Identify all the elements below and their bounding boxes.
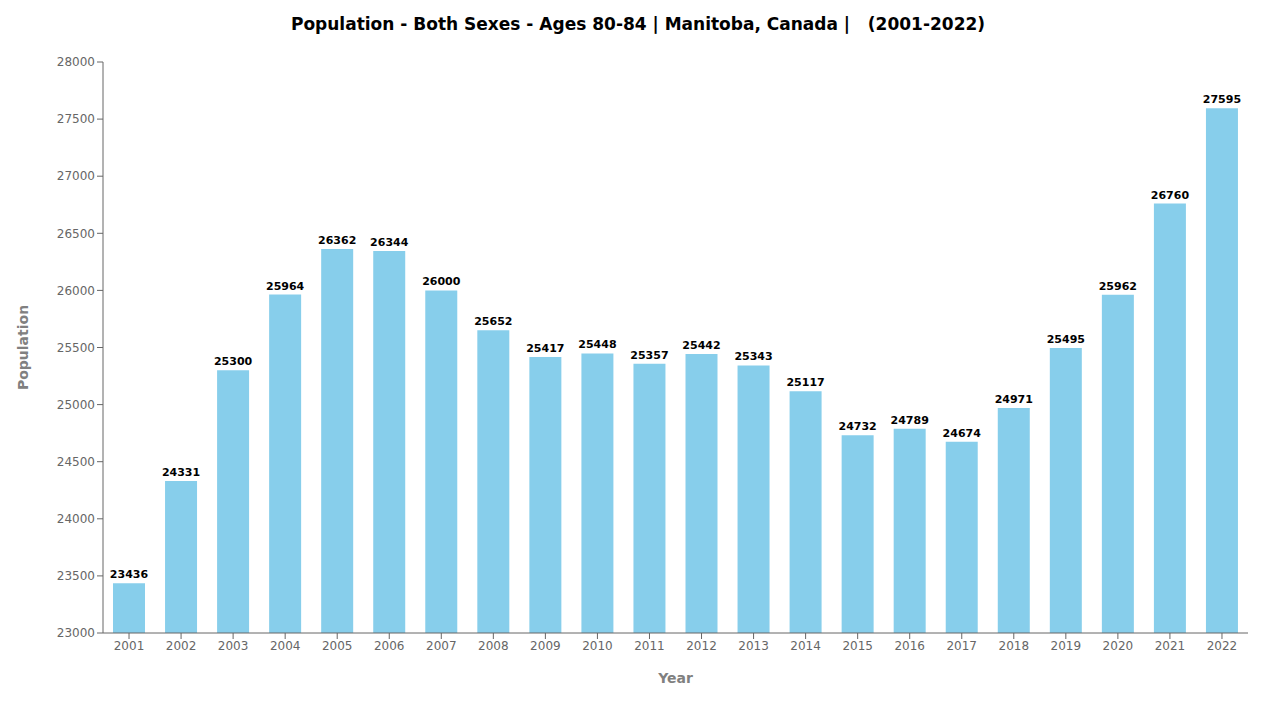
svg-text:25500: 25500 bbox=[57, 341, 95, 355]
svg-text:26760: 26760 bbox=[1151, 189, 1190, 202]
svg-text:2015: 2015 bbox=[842, 639, 873, 653]
svg-text:2009: 2009 bbox=[530, 639, 561, 653]
svg-text:27000: 27000 bbox=[57, 169, 95, 183]
svg-text:25964: 25964 bbox=[266, 280, 305, 293]
svg-text:27500: 27500 bbox=[57, 112, 95, 126]
svg-text:26362: 26362 bbox=[318, 234, 356, 247]
svg-text:2022: 2022 bbox=[1207, 639, 1238, 653]
svg-text:24331: 24331 bbox=[162, 466, 200, 479]
svg-text:2008: 2008 bbox=[478, 639, 509, 653]
svg-text:25962: 25962 bbox=[1099, 280, 1137, 293]
svg-text:2021: 2021 bbox=[1155, 639, 1186, 653]
svg-text:25442: 25442 bbox=[682, 339, 720, 352]
svg-text:24789: 24789 bbox=[891, 414, 929, 427]
html-text:Population - Both Sexes - Ages: Population - Both Sexes - Ages 80-84 | M… bbox=[290, 14, 986, 34]
svg-text:2017: 2017 bbox=[946, 639, 977, 653]
svg-text:23436: 23436 bbox=[110, 568, 149, 581]
svg-text:Population: Population bbox=[15, 305, 31, 390]
svg-text:27595: 27595 bbox=[1203, 93, 1241, 106]
svg-text:24732: 24732 bbox=[838, 420, 876, 433]
svg-text:2011: 2011 bbox=[634, 639, 665, 653]
svg-text:2016: 2016 bbox=[894, 639, 925, 653]
svg-text:26344: 26344 bbox=[370, 236, 409, 249]
svg-text:24500: 24500 bbox=[57, 455, 95, 469]
svg-text:2004: 2004 bbox=[270, 639, 301, 653]
svg-text:2013: 2013 bbox=[738, 639, 769, 653]
svg-text:24971: 24971 bbox=[995, 393, 1033, 406]
svg-text:25343: 25343 bbox=[734, 350, 772, 363]
svg-text:25417: 25417 bbox=[526, 342, 564, 355]
svg-text:25300: 25300 bbox=[214, 355, 253, 368]
svg-text:28000: 28000 bbox=[57, 55, 95, 69]
svg-text:23500: 23500 bbox=[57, 569, 95, 583]
svg-text:2018: 2018 bbox=[999, 639, 1030, 653]
svg-text:25117: 25117 bbox=[786, 376, 824, 389]
svg-text:2003: 2003 bbox=[218, 639, 249, 653]
svg-text:2019: 2019 bbox=[1051, 639, 1082, 653]
svg-text:24000: 24000 bbox=[57, 512, 95, 526]
svg-text:2014: 2014 bbox=[790, 639, 821, 653]
svg-text:2012: 2012 bbox=[686, 639, 717, 653]
svg-text:2001: 2001 bbox=[114, 639, 145, 653]
svg-text:2007: 2007 bbox=[426, 639, 457, 653]
svg-text:Year: Year bbox=[657, 670, 693, 686]
svg-text:2005: 2005 bbox=[322, 639, 353, 653]
svg-text:26500: 26500 bbox=[57, 227, 95, 241]
svg-text:25495: 25495 bbox=[1047, 333, 1085, 346]
svg-text:23000: 23000 bbox=[57, 626, 95, 640]
svg-text:2006: 2006 bbox=[374, 639, 405, 653]
svg-text:26000: 26000 bbox=[422, 275, 461, 288]
svg-text:25652: 25652 bbox=[474, 315, 512, 328]
svg-text:2020: 2020 bbox=[1103, 639, 1134, 653]
svg-text:25000: 25000 bbox=[57, 398, 95, 412]
svg-text:24674: 24674 bbox=[943, 427, 982, 440]
svg-text:25357: 25357 bbox=[630, 349, 668, 362]
svg-text:2010: 2010 bbox=[582, 639, 613, 653]
svg-text:25448: 25448 bbox=[578, 338, 616, 351]
svg-text:2002: 2002 bbox=[166, 639, 197, 653]
svg-text:26000: 26000 bbox=[57, 284, 95, 298]
